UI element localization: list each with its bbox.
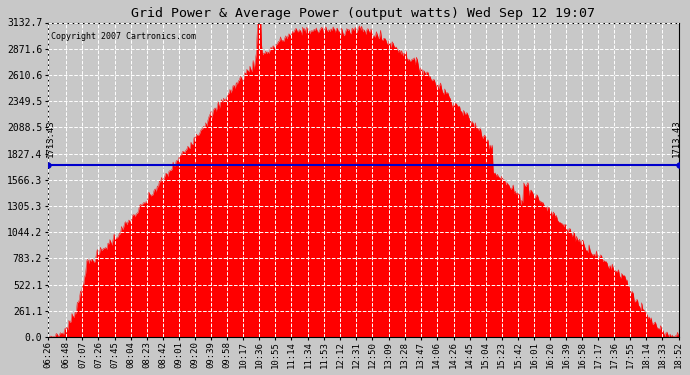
Title: Grid Power & Average Power (output watts) Wed Sep 12 19:07: Grid Power & Average Power (output watts…	[131, 7, 595, 20]
Text: Copyright 2007 Cartronics.com: Copyright 2007 Cartronics.com	[51, 32, 196, 41]
Text: 1713.43: 1713.43	[46, 119, 55, 157]
Text: 1713.43: 1713.43	[671, 119, 680, 157]
